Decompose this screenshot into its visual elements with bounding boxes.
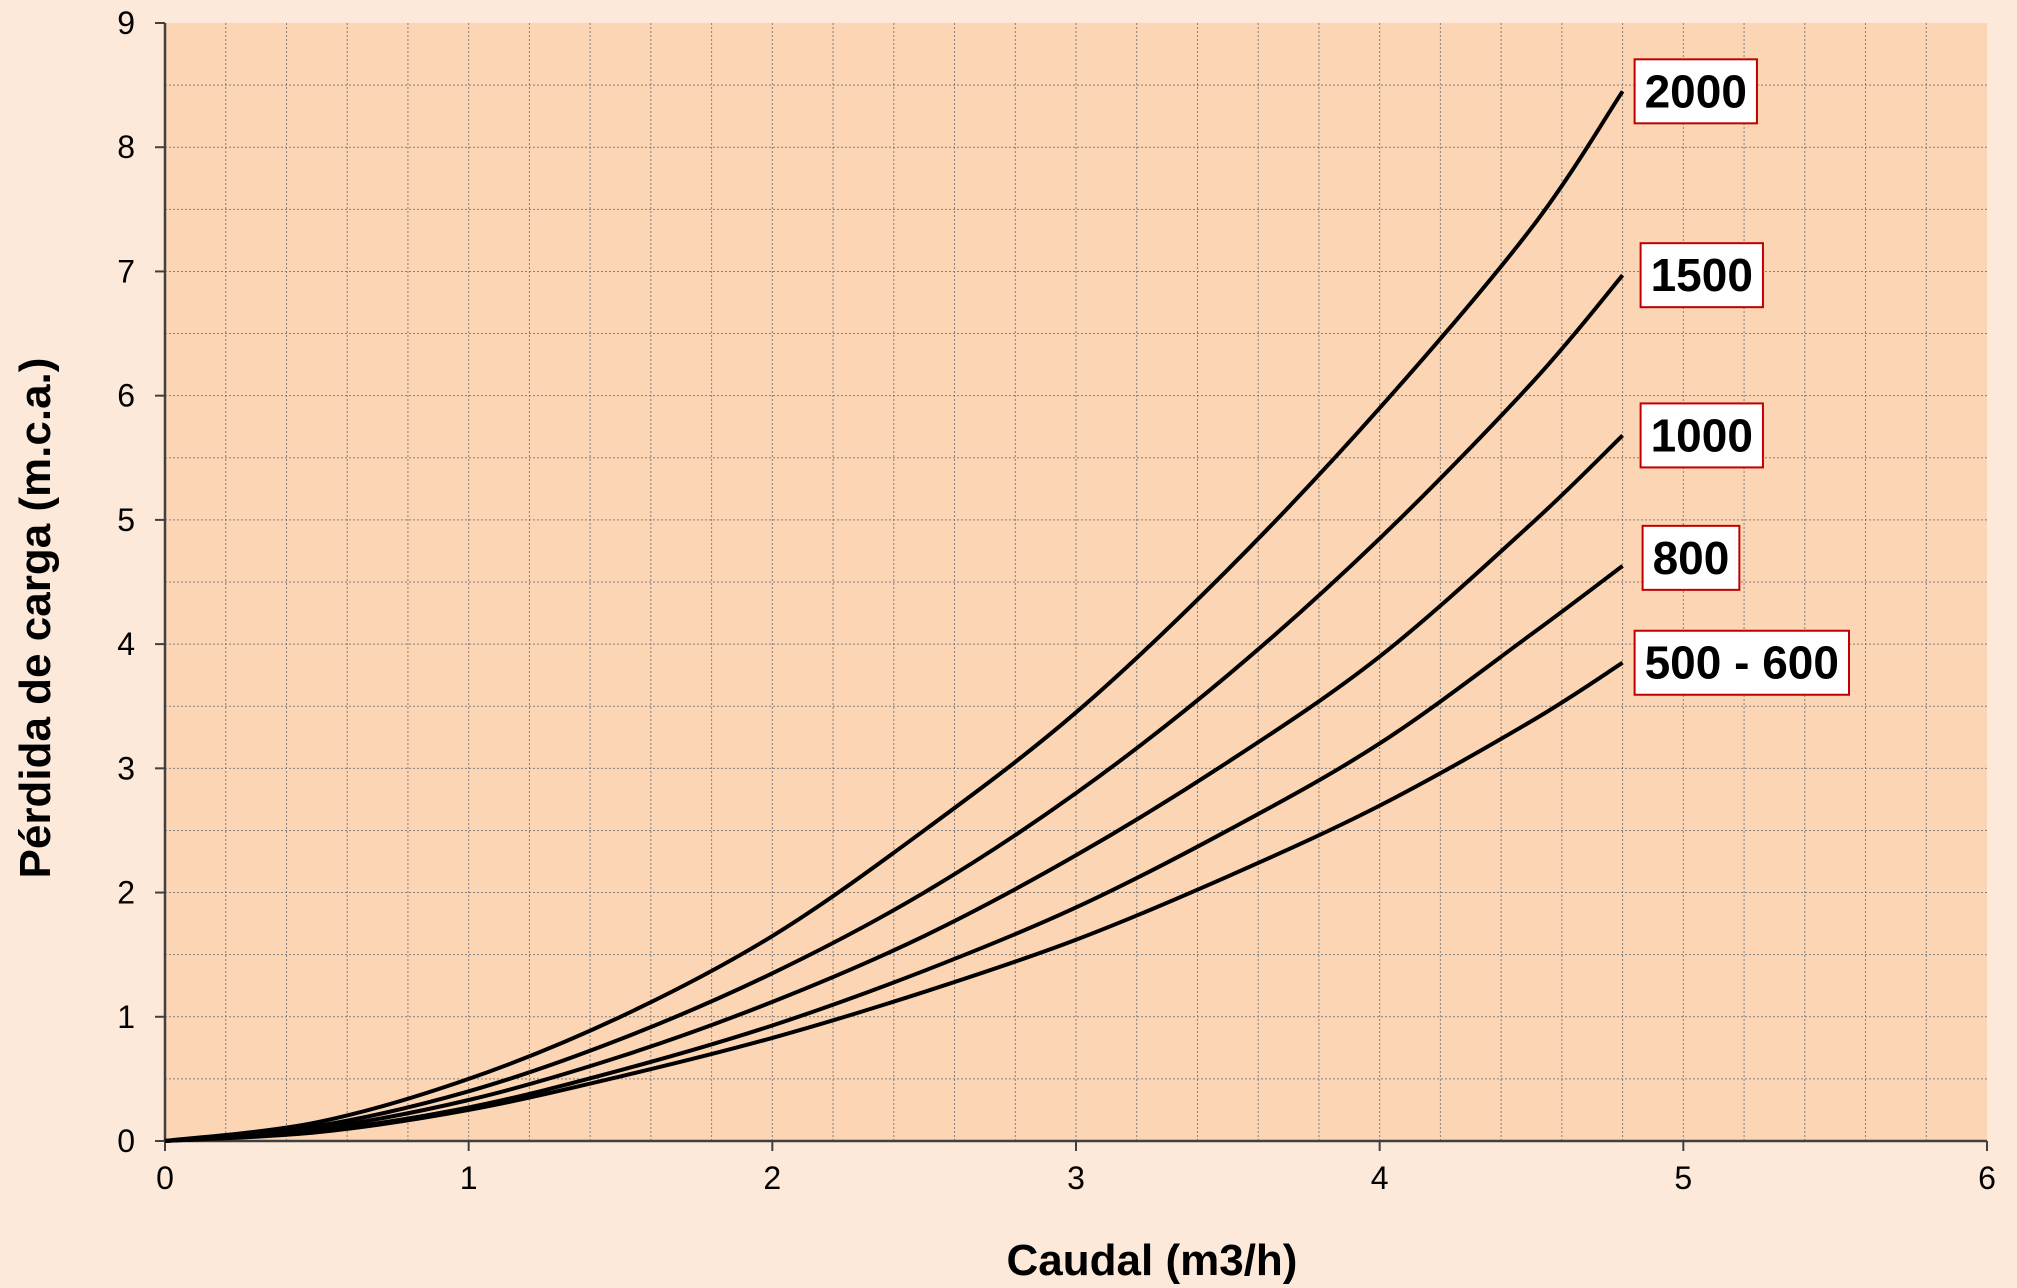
y-tick-label: 2 <box>117 875 135 911</box>
series-label-1000: 1000 <box>1639 402 1764 469</box>
series-label-box <box>1641 524 1741 591</box>
y-tick-label: 1 <box>117 999 135 1035</box>
x-tick-label: 5 <box>1674 1160 1692 1196</box>
y-tick-label: 8 <box>117 129 135 165</box>
x-tick-label: 0 <box>156 1160 174 1196</box>
series-label-2000: 2000 <box>1633 58 1758 125</box>
series-label-500-600: 500 - 600 <box>1633 629 1850 696</box>
series-label-box <box>1633 58 1758 125</box>
series-curve-1500 <box>164 273 1625 1143</box>
x-tick-label: 3 <box>1067 1160 1085 1196</box>
x-tick-label: 4 <box>1371 1160 1389 1196</box>
x-tick-label: 2 <box>763 1160 781 1196</box>
series-curve-2000 <box>164 90 1625 1143</box>
y-tick-label: 5 <box>117 502 135 538</box>
series-labels: 2000 1500 1000 800 500 - 600 <box>1633 58 1850 696</box>
y-tick-label: 0 <box>117 1123 135 1159</box>
series-label-box <box>1639 242 1764 309</box>
series-label-1500: 1500 <box>1639 242 1764 309</box>
series-label-text: 1500 <box>1651 249 1753 301</box>
series-label-800: 800 <box>1641 524 1741 591</box>
x-tick-label: 1 <box>460 1160 478 1196</box>
series-label-text: 800 <box>1653 532 1730 584</box>
series-label-text: 500 - 600 <box>1645 637 1839 689</box>
y-tick-label: 3 <box>117 750 135 786</box>
series-curve-500-600 <box>164 661 1624 1143</box>
series-label-box <box>1633 629 1850 696</box>
series-curve-1000 <box>164 433 1624 1143</box>
x-axis-title: Caudal (m3/h) <box>1007 1236 1298 1285</box>
x-tick-label: 6 <box>1978 1160 1996 1196</box>
y-tick-label: 9 <box>117 5 135 41</box>
series-curves <box>164 90 1625 1143</box>
tick-labels: 0 1 2 3 4 5 6 0 1 2 3 4 5 6 7 8 9 <box>117 5 1996 1196</box>
y-tick-label: 6 <box>117 378 135 414</box>
y-tick-label: 7 <box>117 253 135 289</box>
series-label-text: 2000 <box>1645 65 1747 117</box>
y-tick-label: 4 <box>117 626 135 662</box>
series-label-box <box>1639 402 1764 469</box>
series-label-text: 1000 <box>1651 409 1753 461</box>
y-axis-title: Pérdida de carga (m.c.a.) <box>11 358 60 879</box>
